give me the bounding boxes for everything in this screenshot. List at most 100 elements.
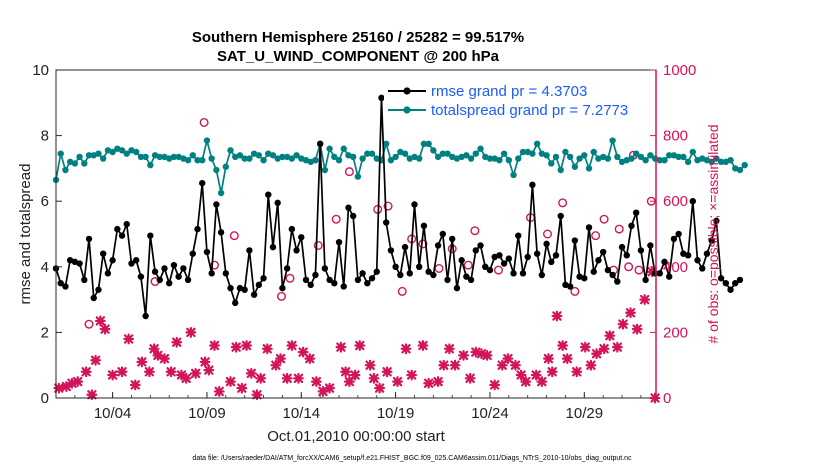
assimilated-obs-markers [53, 266, 661, 404]
rmse-point [99, 250, 107, 257]
totalspread-point [552, 153, 560, 161]
y-tick-label: 2 [41, 324, 49, 341]
assimilated-obs-point [392, 376, 403, 388]
totalspread-point [382, 140, 390, 147]
assimilated-obs-point [86, 389, 98, 401]
y-tick-label-right: 200 [663, 324, 688, 341]
left-y-axis: 0 2 4 6 8 10 [32, 62, 62, 407]
totalspread-point [434, 153, 442, 161]
assimilated-obs-point [152, 349, 164, 361]
totalspread-point [132, 148, 140, 156]
totalspread-point [137, 153, 145, 161]
rmse-point [618, 243, 626, 251]
totalspread-point [529, 150, 536, 157]
possible-obs-point [614, 224, 624, 234]
assimilated-obs-point [66, 377, 78, 389]
totalspread-point [189, 152, 196, 159]
rmse-point [566, 283, 574, 290]
totalspread-point [609, 137, 616, 144]
rmse-point [666, 273, 673, 280]
rmse-point [467, 276, 475, 284]
totalspread-point [156, 153, 163, 161]
rmse-point [496, 252, 503, 259]
y-tick-label-right: 800 [663, 128, 688, 145]
possible-obs-point [591, 231, 601, 241]
totalspread-point [713, 155, 720, 162]
totalspread-point [326, 145, 333, 152]
chart-title: Southern Hemisphere 25160 / 25282 = 99.5… [192, 29, 524, 46]
rmse-point [500, 260, 508, 267]
assimilated-obs-point [245, 367, 257, 379]
assimilated-obs-point [343, 376, 355, 388]
assimilated-obs-point [417, 340, 429, 351]
rmse-point [661, 258, 668, 266]
totalspread-point [510, 171, 517, 179]
rmse-point [510, 270, 517, 277]
y-axis-label: rmse and totalspread [17, 164, 34, 305]
y-tick-label: 0 [41, 390, 49, 407]
totalspread-point [463, 152, 470, 159]
rmse-point [340, 283, 347, 290]
assimilated-obs-point [438, 359, 450, 371]
x-axis: 10/04 10/09 10/14 10/19 10/24 10/29 [74, 392, 642, 422]
x-tick-label: 10/04 [94, 405, 132, 422]
legend-totalspread-label: totalspread grand pr = 7.2773 [431, 102, 628, 119]
assimilated-obs-point [354, 340, 366, 351]
totalspread-point [571, 163, 579, 170]
rmse-point [656, 270, 663, 277]
rmse-point [132, 257, 140, 264]
rmse-point [170, 261, 178, 269]
rmse-point [727, 286, 734, 293]
assimilated-obs-point [561, 353, 573, 365]
totalspread-point [661, 157, 668, 164]
rmse-point [283, 265, 291, 272]
rmse-point [425, 268, 432, 275]
rmse-point [463, 273, 470, 280]
assimilated-obs-point [611, 341, 623, 353]
rmse-point [604, 266, 612, 274]
assimilated-obs-point [136, 356, 148, 368]
assimilated-obs-point [617, 318, 629, 330]
totalspread-point [543, 152, 550, 159]
rmse-point [472, 247, 480, 254]
rmse-point [647, 242, 654, 249]
assimilated-obs-point [335, 341, 347, 353]
assimilated-obs-point [251, 389, 263, 401]
rmse-series [52, 94, 744, 320]
totalspread-point [170, 153, 178, 161]
assimilated-obs-point [502, 353, 514, 365]
totalspread-point [656, 157, 663, 164]
rmse-point [538, 271, 546, 279]
assimilated-obs-point [165, 366, 177, 378]
x-tick-label: 10/24 [471, 405, 509, 422]
possible-obs-point [543, 229, 553, 239]
rmse-point [118, 232, 126, 239]
assimilated-obs-point [476, 348, 487, 360]
totalspread-point [566, 153, 574, 161]
assimilated-obs-point [304, 353, 316, 365]
rmse-point [109, 257, 116, 264]
possible-obs-point [229, 231, 239, 241]
assimilated-obs-point [107, 369, 119, 381]
assimilated-obs-point [281, 372, 293, 384]
x-tick-label: 10/29 [566, 405, 604, 422]
totalspread-point [288, 155, 296, 162]
totalspread-point [472, 150, 480, 157]
assimilated-obs-point [368, 372, 380, 384]
possible-obs-point [313, 240, 323, 250]
rmse-point [552, 252, 560, 259]
assimilated-obs-point [625, 307, 636, 319]
assimilated-obs-point [72, 376, 84, 388]
totalspread-point [420, 140, 428, 147]
assimilated-obs-point [458, 349, 469, 361]
rmse-point [359, 270, 366, 277]
rmse-point [382, 219, 390, 226]
rmse-point [515, 232, 522, 239]
totalspread-point [95, 150, 102, 157]
rmse-point [156, 276, 163, 284]
rmse-point [222, 270, 230, 277]
rmse-point [298, 234, 305, 241]
assimilated-obs-point [270, 359, 282, 371]
rmse-point [444, 276, 451, 284]
possible-obs-point [570, 286, 580, 296]
